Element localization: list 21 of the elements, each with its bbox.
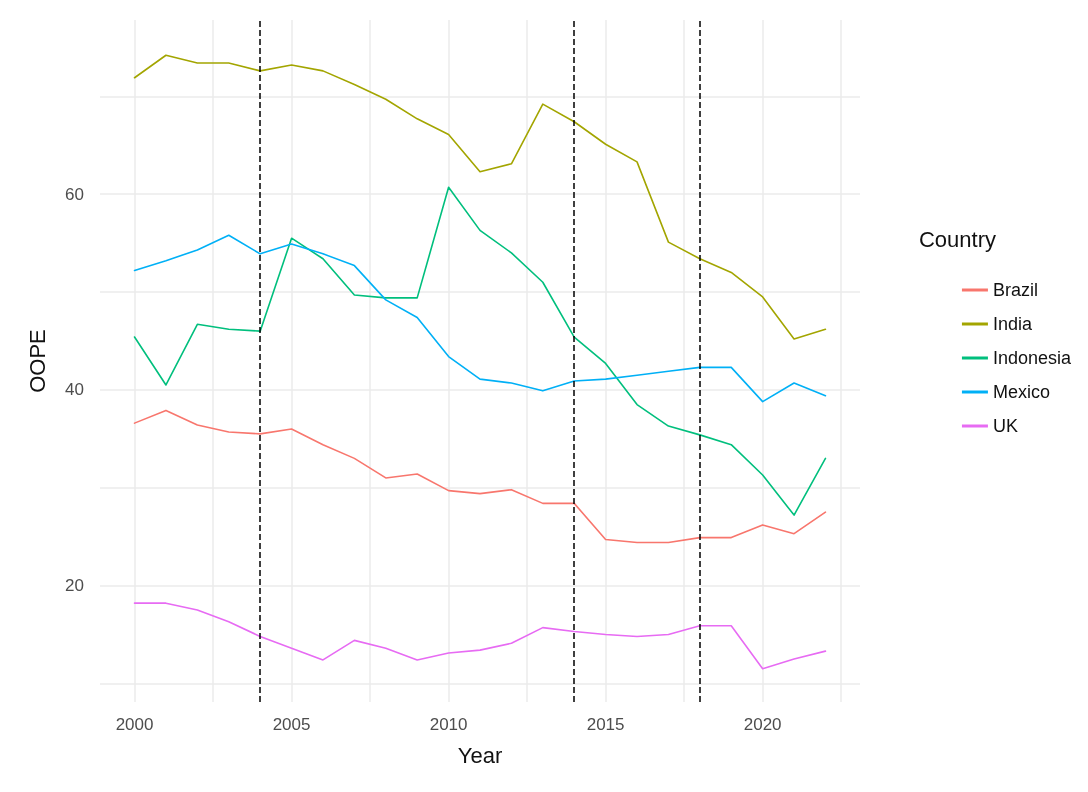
line-series (133, 409, 827, 544)
line-series (133, 186, 827, 516)
y-tick-label: 60 (65, 184, 84, 204)
x-tick-label: 2015 (586, 715, 625, 734)
x-tick-label: 2010 (429, 715, 468, 734)
legend-label: Brazil (992, 280, 1038, 300)
y-axis-title: OOPE (24, 329, 50, 393)
legend-label: India (992, 314, 1033, 334)
line-series (133, 54, 827, 340)
legend-label: UK (992, 416, 1018, 436)
x-tick-label: 2000 (115, 715, 154, 734)
x-tick-label: 2005 (272, 715, 311, 734)
y-tick-label: 20 (65, 576, 84, 596)
legend-title: Country (918, 226, 997, 252)
y-tick-label: 40 (65, 380, 84, 400)
x-tick-label: 2020 (743, 715, 782, 734)
line-series (133, 602, 827, 670)
legend-label: Mexico (992, 382, 1050, 402)
line-series (133, 234, 827, 403)
x-axis-title: Year (457, 742, 503, 768)
legend-label: Indonesia (992, 348, 1072, 368)
